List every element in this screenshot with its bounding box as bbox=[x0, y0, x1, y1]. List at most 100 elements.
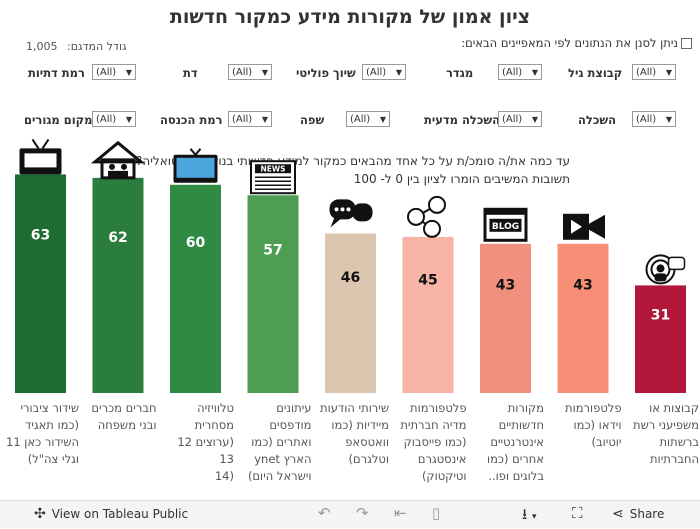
bar-value-label: 63 bbox=[31, 228, 50, 244]
chevron-down-icon: ▼ bbox=[395, 67, 402, 77]
video-camera-icon bbox=[563, 213, 605, 240]
filter-label-age: קבוצת גיל bbox=[568, 66, 623, 80]
svg-text:NEWS: NEWS bbox=[260, 165, 285, 174]
category-label-line: מודפסים bbox=[269, 418, 312, 432]
filter-select-income[interactable]: (All) ▼ bbox=[228, 111, 272, 127]
bar-value-label: 57 bbox=[263, 243, 282, 259]
filter-label-gender: מגדר bbox=[446, 66, 474, 80]
retro-tv-icon bbox=[19, 138, 62, 175]
category-label-line: (ערוצים 12 13 bbox=[177, 435, 234, 466]
bar[interactable] bbox=[635, 285, 686, 393]
sample-size-label: גודל המדגם: bbox=[67, 40, 127, 53]
revert-icon[interactable]: ⇤ bbox=[394, 504, 407, 522]
chevron-down-icon: ▼ bbox=[261, 67, 268, 77]
chevron-down-icon: ▼ bbox=[531, 67, 538, 77]
checkbox-icon[interactable] bbox=[681, 37, 692, 49]
category-label: פלטפורמות וידאו (כמו יוטיוב) bbox=[548, 400, 622, 451]
view-on-tableau-label: View on Tableau Public bbox=[51, 507, 189, 521]
category-label: עיתונים מודפסים ואתרים (כמו הארץ ynet וישראל… bbox=[238, 400, 312, 485]
filter-label-science-education: השכלה מדעית bbox=[424, 113, 500, 127]
fullscreen-icon[interactable]: ⛶ bbox=[572, 504, 583, 522]
bar[interactable] bbox=[15, 174, 66, 393]
bar[interactable] bbox=[325, 233, 376, 393]
category-label-line: משפיעני רשת bbox=[633, 418, 699, 432]
category-label-line: פלטפורמות bbox=[410, 401, 467, 415]
filter-select-political[interactable]: (All) ▼ bbox=[362, 64, 406, 80]
category-label-line: אינטרנטיים bbox=[490, 435, 544, 449]
question-line-1: עד כמה את/ה סומכ/ת על כל אחד מהבאים כמקו… bbox=[136, 154, 570, 168]
undo-icon[interactable]: ↶ bbox=[318, 504, 331, 522]
filter-select-gender[interactable]: (All) ▼ bbox=[498, 64, 542, 80]
category-label-line: מסחרית bbox=[194, 418, 234, 432]
bar-value-label: 43 bbox=[496, 278, 515, 294]
influencer-icon bbox=[645, 254, 686, 285]
blog-icon: BLOG bbox=[483, 207, 528, 242]
bar[interactable] bbox=[92, 177, 144, 393]
bar[interactable] bbox=[247, 195, 299, 393]
category-label-line: ואתרים (כמו bbox=[251, 435, 312, 449]
filter-select-residence[interactable]: (All) ▼ bbox=[92, 111, 136, 127]
category-label: חברים מכרים ובני משפחה bbox=[83, 400, 156, 434]
bar[interactable] bbox=[557, 243, 609, 393]
filter-select-science-education[interactable]: (All) ▼ bbox=[498, 111, 542, 127]
chevron-down-icon: ▼ bbox=[531, 114, 538, 124]
filter-label-residence: מקום מגורים bbox=[24, 113, 93, 127]
filter-select-religiosity[interactable]: (All) ▼ bbox=[92, 64, 136, 80]
redo-icon[interactable]: ↷ bbox=[356, 504, 369, 522]
filter-hint: ניתן לסנן את הנתונים לפי המאפיינים הבאים… bbox=[461, 36, 692, 50]
category-label-line: וטיקטוק) bbox=[421, 469, 467, 483]
bar[interactable] bbox=[480, 243, 531, 393]
category-label-line: טלוויזיה bbox=[197, 401, 234, 415]
page-title: ציון אמון של מקורות מידע כמקור חדשות bbox=[169, 6, 531, 28]
category-label-line: אינסטגרם bbox=[417, 452, 467, 466]
filter-label-religion: דת bbox=[183, 66, 198, 80]
bar-chart: 63 62 60 57 46 45 43 43 31 NEWS BLOG bbox=[15, 138, 686, 393]
category-label-line: שידור ציבורי bbox=[20, 401, 79, 415]
category-label: שידור ציבורי (כמו תאגיד השידור כאן 11 וגלי … bbox=[5, 400, 79, 468]
category-label-line: מקורות bbox=[507, 401, 544, 415]
category-label-line: (כמו פייסבוק bbox=[403, 435, 467, 449]
category-label-line: קבוצות או bbox=[649, 401, 699, 415]
category-label-line: וטלגרם) bbox=[348, 452, 389, 466]
pause-icon[interactable]: ▯ bbox=[432, 504, 441, 522]
category-label-line: פלטפורמות bbox=[565, 401, 622, 415]
filter-select-education[interactable]: (All) ▼ bbox=[632, 111, 676, 127]
category-label-line: וגלי צה"ל) bbox=[27, 452, 79, 466]
category-label-line: החברתיות bbox=[650, 452, 699, 466]
category-label-line: וישראל היום) bbox=[247, 469, 312, 483]
chevron-down-icon: ▼ bbox=[665, 67, 672, 77]
bar-value-label: 31 bbox=[651, 308, 670, 324]
category-label-line: שירותי הודעות bbox=[320, 401, 389, 415]
question-line-2: תשובות המשיבים הומרו לציון בין 0 ל- 100 bbox=[353, 172, 570, 186]
category-label: פלטפורמות מדיה חברתית (כמו פייסבוק אינסטגרם… bbox=[393, 400, 467, 485]
flat-tv-icon bbox=[173, 148, 218, 183]
svg-text:BLOG: BLOG bbox=[492, 222, 519, 232]
bar[interactable] bbox=[402, 236, 454, 393]
category-label-line: חדשותיים bbox=[498, 418, 544, 432]
category-label-line: (14 bbox=[214, 469, 234, 483]
category-label-line: השידור כאן 11 bbox=[6, 435, 79, 449]
newspaper-icon: NEWS bbox=[250, 160, 296, 195]
category-label: שירותי הודעות מיידיות (כמו וואטסאפ וטלגרם) bbox=[315, 400, 389, 468]
chevron-down-icon: ▼ bbox=[125, 67, 132, 77]
filter-label-religiosity: רמת דתיות bbox=[28, 66, 85, 80]
share-button[interactable]: ⋖ Share bbox=[612, 506, 664, 522]
chat-bubbles-icon bbox=[329, 199, 373, 228]
bar[interactable] bbox=[170, 184, 221, 393]
category-label-line: וואטסאפ bbox=[345, 435, 389, 449]
filter-label-education: השכלה bbox=[578, 113, 616, 127]
category-label-line: וידאו (כמו bbox=[573, 418, 622, 432]
download-icon[interactable]: ⭳ ▾ bbox=[522, 505, 537, 523]
bar-value-label: 43 bbox=[573, 278, 592, 294]
chevron-down-icon: ▼ bbox=[261, 114, 268, 124]
category-label-line: (כמו תאגיד bbox=[24, 418, 79, 432]
filter-select-religion[interactable]: (All) ▼ bbox=[228, 64, 272, 80]
filter-label-language: שפה bbox=[300, 113, 325, 127]
filter-select-language[interactable]: (All) ▼ bbox=[346, 111, 390, 127]
view-on-tableau-button[interactable]: ✣ View on Tableau Public bbox=[34, 506, 188, 522]
filter-select-age[interactable]: (All) ▼ bbox=[632, 64, 676, 80]
filter-label-political: שיוך פוליטי bbox=[296, 66, 356, 80]
category-label-line: עיתונים bbox=[276, 401, 312, 415]
category-label-line: יוטיוב) bbox=[591, 435, 622, 449]
tableau-footer bbox=[0, 500, 700, 528]
